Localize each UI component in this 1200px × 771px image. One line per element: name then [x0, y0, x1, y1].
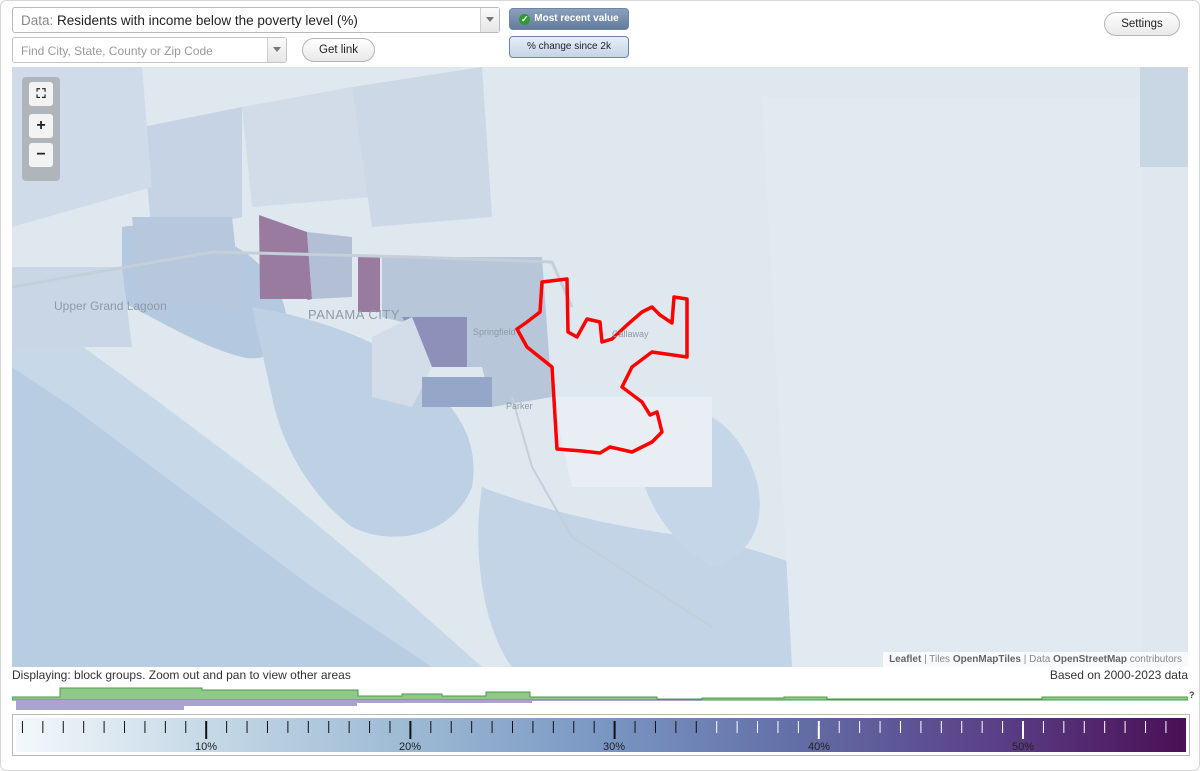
map-view[interactable]: Upper Grand Lagoon PANAMA CITY Springfie… — [12, 67, 1188, 667]
openstreetmap-link[interactable]: OpenStreetMap — [1053, 654, 1127, 665]
based-on-text: Based on 2000-2023 data — [1049, 668, 1188, 682]
data-prefix-label: Data — [1029, 654, 1051, 665]
data-select[interactable]: Data: Residents with income below the po… — [12, 7, 500, 33]
place-label: Callaway — [612, 329, 649, 339]
contributors-label: contributors — [1129, 654, 1182, 665]
search-input[interactable] — [13, 38, 273, 64]
location-search[interactable] — [12, 37, 287, 64]
tiles-prefix: Tiles — [929, 654, 951, 665]
map-attribution: Leaflet | Tiles OpenMapTiles | Data Open… — [883, 652, 1188, 667]
legend-tick-label: 30% — [602, 741, 626, 753]
data-select-value: Residents with income below the poverty … — [57, 13, 358, 28]
displaying-text: Displaying: block groups. Zoom out and p… — [12, 668, 351, 682]
legend-tick-label: 40% — [807, 741, 831, 753]
most-recent-toggle[interactable]: ✓ Most recent value — [509, 8, 629, 30]
openmaptiles-link[interactable]: OpenMapTiles — [952, 654, 1021, 665]
leaflet-link[interactable]: Leaflet — [889, 654, 922, 665]
fullscreen-icon[interactable]: ⛶ — [29, 82, 53, 106]
legend-tick-label: 50% — [1011, 741, 1035, 753]
data-prefix: Data: — [21, 13, 54, 28]
settings-button[interactable]: Settings — [1104, 12, 1180, 36]
zoom-controls: ⛶ + − — [22, 77, 60, 181]
legend-tick-label: 20% — [398, 741, 422, 753]
chevron-down-icon[interactable] — [480, 8, 499, 32]
color-legend: 10% 20% 30% 40% 50% — [12, 714, 1190, 756]
zoom-out-icon[interactable]: − — [29, 143, 53, 167]
legend-ticks — [21, 721, 1167, 739]
get-link-button[interactable]: Get link — [302, 38, 375, 62]
legend-gradient — [16, 718, 1186, 752]
place-label: Upper Grand Lagoon — [54, 299, 167, 313]
city-boundary — [515, 277, 689, 455]
place-label: Parker — [506, 401, 533, 411]
most-recent-label: Most recent value — [534, 13, 619, 24]
unknown-marker: ? — [1189, 690, 1195, 700]
chevron-down-icon[interactable] — [267, 38, 286, 62]
zoom-in-icon[interactable]: + — [29, 114, 53, 138]
legend-tick-label: 10% — [194, 741, 218, 753]
place-label: Springfield — [473, 327, 516, 337]
change-since-2k-toggle[interactable]: % change since 2k — [509, 36, 629, 58]
check-icon: ✓ — [519, 14, 531, 25]
place-label: PANAMA CITY — [308, 307, 400, 322]
map-canvas — [12, 67, 1188, 667]
distribution-histogram — [12, 687, 1188, 710]
